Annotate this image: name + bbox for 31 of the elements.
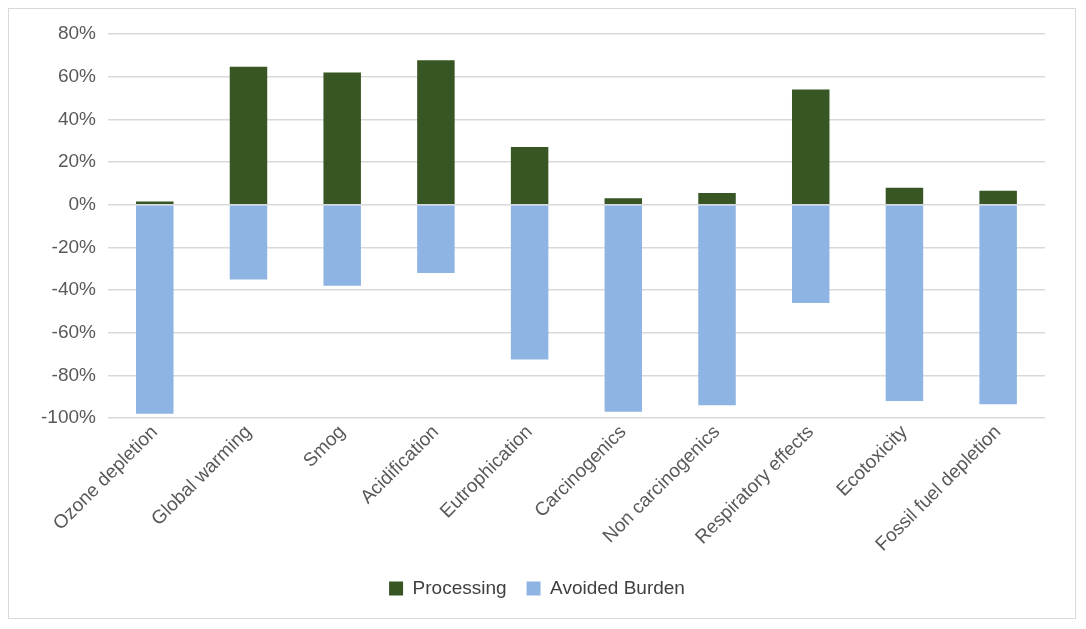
bar xyxy=(698,192,736,204)
legend-label: Processing xyxy=(412,576,507,598)
y-tick-label: 60% xyxy=(57,64,97,86)
bar xyxy=(885,205,924,402)
bar xyxy=(979,205,1017,405)
bar xyxy=(604,198,643,204)
bar xyxy=(417,60,455,204)
y-tick-label: -40% xyxy=(51,278,97,300)
y-tick-label: -60% xyxy=(51,321,97,343)
bar xyxy=(323,72,361,204)
y-tick-label: -80% xyxy=(51,363,97,385)
y-tick-label: -20% xyxy=(51,235,97,257)
bar xyxy=(323,205,361,286)
bar xyxy=(791,89,830,204)
bar xyxy=(510,147,549,204)
bar xyxy=(510,205,549,360)
y-tick-label: 80% xyxy=(57,22,97,44)
bar xyxy=(136,205,174,414)
y-tick-label: 0% xyxy=(68,192,97,214)
bar xyxy=(417,205,455,274)
legend-label: Avoided Burden xyxy=(550,576,685,598)
y-tick-label: 40% xyxy=(57,107,97,129)
bar xyxy=(604,205,643,412)
bar xyxy=(979,190,1017,204)
bar xyxy=(229,66,268,204)
y-tick-label: -100% xyxy=(41,406,97,428)
bar xyxy=(229,205,268,280)
bar xyxy=(791,205,830,303)
bar xyxy=(698,205,736,406)
bar xyxy=(885,187,924,204)
y-tick-label: 20% xyxy=(57,150,97,172)
